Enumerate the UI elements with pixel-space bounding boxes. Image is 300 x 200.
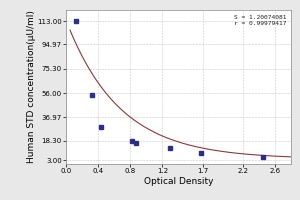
X-axis label: Optical Density: Optical Density <box>144 177 213 186</box>
Y-axis label: Human STD concentration(μU/ml): Human STD concentration(μU/ml) <box>27 11 36 163</box>
Text: S = 1.20074081
r = 0.99979417: S = 1.20074081 r = 0.99979417 <box>234 15 286 26</box>
